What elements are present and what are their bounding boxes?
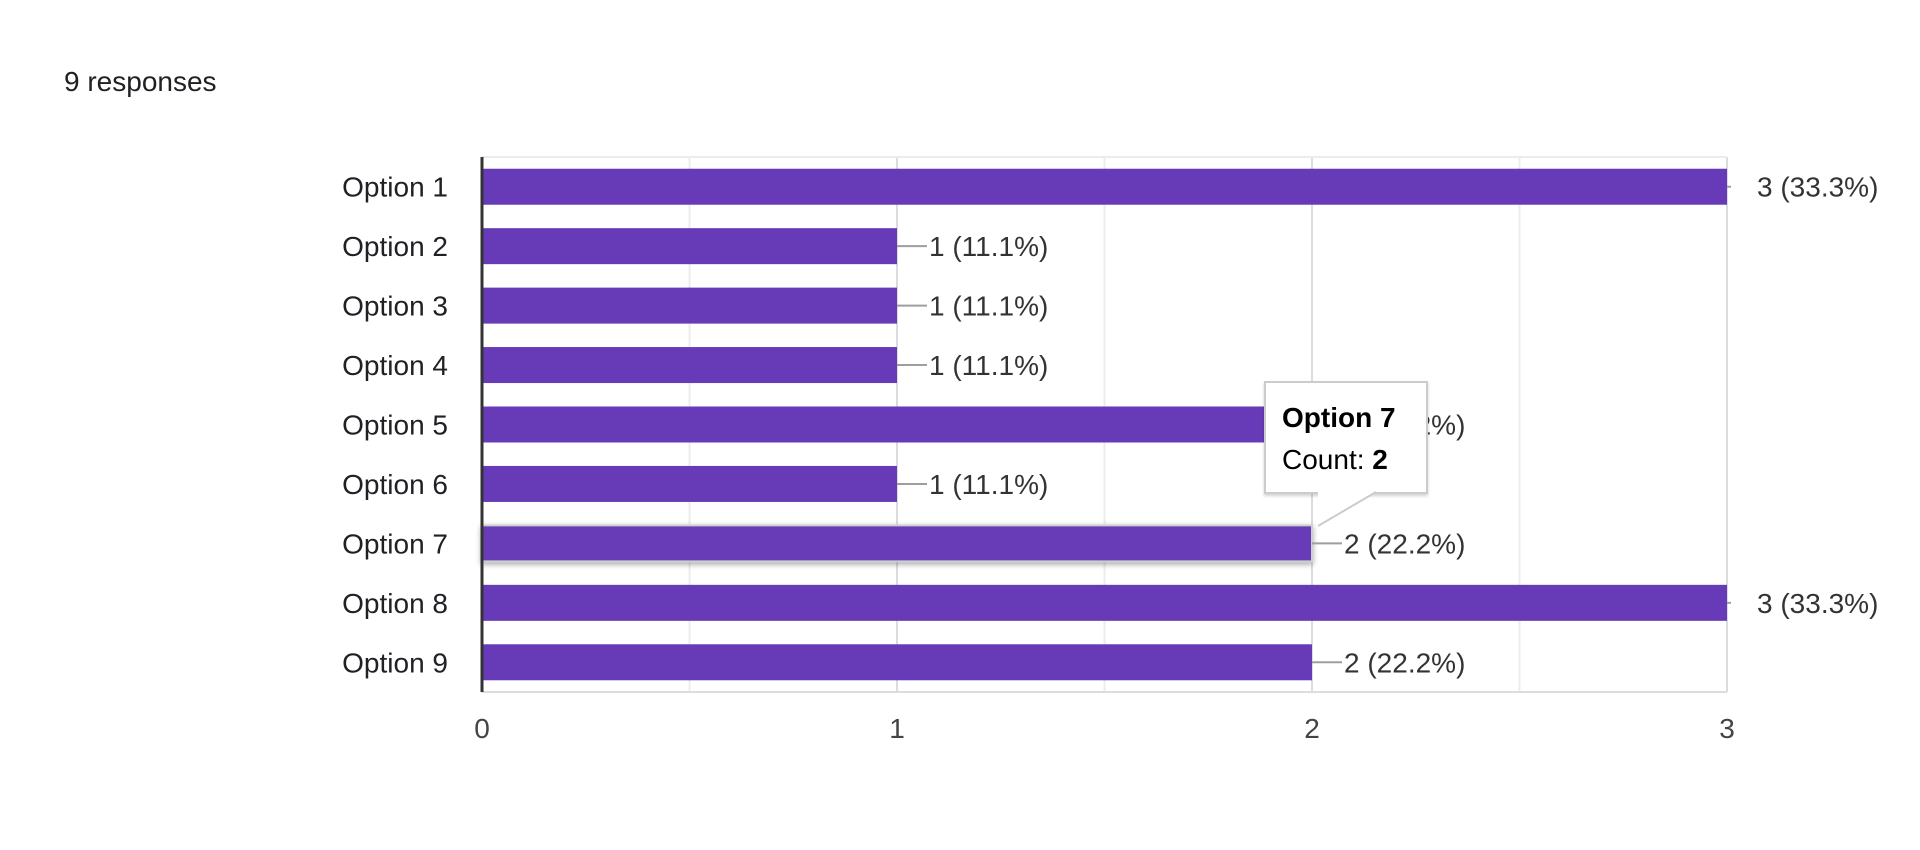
x-tick-label: 3 xyxy=(1719,713,1735,744)
bars xyxy=(481,168,1727,681)
bar[interactable] xyxy=(482,168,1727,205)
category-label: Option 8 xyxy=(342,588,448,619)
bar[interactable] xyxy=(482,287,897,324)
data-label: 1 (11.1%) xyxy=(929,469,1048,500)
bar[interactable] xyxy=(482,228,897,265)
data-label: 3 (33.3%) xyxy=(1757,172,1878,203)
data-label: 3 (33.3%) xyxy=(1757,588,1878,619)
tooltip-count-label: Count: xyxy=(1282,444,1373,475)
x-tick-label: 2 xyxy=(1304,713,1320,744)
category-label: Option 5 xyxy=(342,410,448,441)
bar[interactable] xyxy=(482,406,1312,443)
category-label: Option 7 xyxy=(342,528,448,559)
tooltip: Option 7 Count: 2 xyxy=(1264,381,1428,494)
x-tick-label: 0 xyxy=(474,713,490,744)
x-tick-label: 1 xyxy=(889,713,905,744)
labels: Option 1 3 (33.3%) Option 2 1 (11.1%) Option… xyxy=(342,157,1878,744)
tooltip-pointer xyxy=(1317,491,1377,527)
tooltip-title: Option 7 xyxy=(1282,402,1396,433)
data-label: 2 (22.2%) xyxy=(1344,528,1465,559)
category-label: Option 4 xyxy=(342,350,448,381)
bar[interactable] xyxy=(482,465,897,502)
bar[interactable] xyxy=(482,584,1727,621)
category-label: Option 1 xyxy=(342,172,448,203)
category-label: Option 9 xyxy=(342,647,448,678)
data-label: 2 (22.2%) xyxy=(1344,647,1465,678)
category-label: Option 6 xyxy=(342,469,448,500)
responses-count: 9 responses xyxy=(64,66,217,97)
data-label: 1 (11.1%) xyxy=(929,350,1048,381)
data-label: 1 (11.1%) xyxy=(929,291,1048,322)
bar[interactable] xyxy=(482,347,897,384)
bar[interactable] xyxy=(481,524,1313,563)
category-label: Option 2 xyxy=(342,231,448,262)
data-label: 1 (11.1%) xyxy=(929,231,1048,262)
tooltip-count-value: 2 xyxy=(1372,444,1388,475)
bar[interactable] xyxy=(482,644,1312,681)
category-label: Option 3 xyxy=(342,291,448,322)
